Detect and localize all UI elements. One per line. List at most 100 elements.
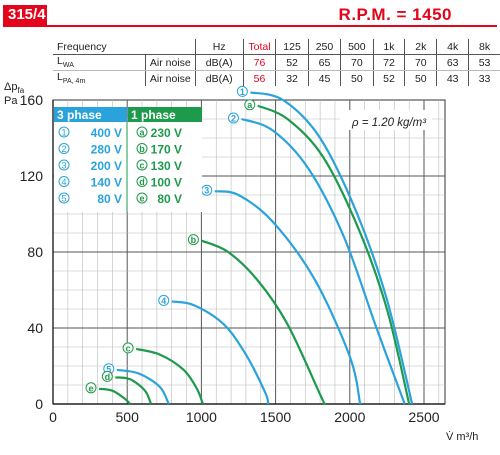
legend-marker-3 [58, 159, 70, 171]
col-250: 250 [307, 39, 341, 55]
noise-row-lwa: LWA Air noise dB(A) 76 52 65 70 72 70 63… [53, 54, 500, 71]
curve-marker-label: 3 [204, 186, 209, 196]
col-total: Total [242, 39, 276, 55]
x-axis-label: V̇ m³/h [446, 430, 478, 443]
legend-marker-5 [58, 192, 70, 204]
legend-marker-label: e [139, 194, 144, 204]
legend-voltage-1: 400 V [91, 126, 122, 140]
noise-table: Frequency Hz Total 125 250 500 1k 2k 4k … [53, 39, 500, 86]
curve-marker-c [122, 342, 134, 354]
row-value: 65 [307, 54, 341, 71]
legend-voltage-b: 170 V [151, 143, 182, 157]
curve-marker-b [187, 234, 199, 246]
row-value: 50 [404, 70, 437, 86]
curve-3 [214, 190, 362, 405]
curve-4 [171, 300, 270, 405]
legend-voltage-5: 80 V [97, 192, 122, 206]
row-total: 56 [242, 70, 276, 86]
legend-marker-label: c [139, 161, 144, 171]
curve-marker-label: a [247, 100, 253, 110]
row-value: 52 [275, 54, 309, 71]
legend-voltage-e: 80 V [157, 192, 182, 206]
legend-marker-b [136, 143, 148, 154]
col-1k: 1k [372, 39, 405, 55]
y-axis-label-sub: fa [17, 86, 24, 95]
legend-marker-a [136, 126, 148, 138]
y-axis-label: Δpfa [4, 81, 25, 95]
curve-e [98, 387, 131, 405]
rpm-label: R.P.M. = 1450 [338, 5, 452, 24]
col-125: 125 [275, 39, 309, 55]
legend-marker-c [136, 159, 148, 171]
legend-marker-label: 1 [61, 128, 66, 138]
header-divider [3, 25, 497, 27]
curve-5 [116, 368, 170, 405]
noise-table-header: Frequency Hz Total 125 250 500 1k 2k 4k … [53, 39, 500, 55]
legend-marker-label: d [139, 177, 145, 187]
y-axis-unit: Pa [4, 95, 18, 107]
curve-marker-4 [158, 294, 170, 306]
row-label-sub: PA, 4m [62, 78, 86, 86]
row-value: 50 [340, 70, 374, 86]
x-tick-label: 500 [116, 409, 140, 425]
row-value: 43 [436, 70, 469, 86]
x-tick-label: 1000 [186, 409, 217, 425]
legend-marker-label: 4 [61, 177, 66, 187]
row-value: 32 [275, 70, 309, 86]
row-desc: Air noise [144, 54, 196, 71]
y-tick-label: 120 [20, 168, 44, 184]
legend-marker-label: 3 [61, 161, 66, 171]
row-value: 70 [340, 54, 374, 71]
legend-marker-2 [58, 143, 70, 154]
curve-marker-e [85, 382, 97, 394]
row-label-main: L [57, 71, 63, 84]
row-total: 76 [242, 54, 276, 71]
row-label: LWA [53, 54, 146, 71]
row-value: 52 [372, 70, 405, 86]
y-tick-label: 160 [20, 92, 44, 108]
curve-marker-label: 5 [106, 364, 111, 374]
curve-a [257, 104, 411, 405]
curve-marker-label: e [88, 383, 93, 393]
curve-d [115, 376, 152, 405]
curve-marker-2 [227, 112, 239, 124]
legend-voltage-2: 280 V [91, 143, 122, 157]
legend-marker-1 [58, 126, 70, 138]
x-tick-label: 0 [49, 409, 57, 425]
col-2k: 2k [404, 39, 437, 55]
legend-3phase-title: 3 phase [57, 108, 102, 122]
row-label: LPA, 4m [53, 71, 145, 87]
x-tick-label: 2000 [334, 409, 365, 425]
curve-c [135, 347, 204, 405]
legend-body [54, 122, 202, 212]
row-value: 33 [468, 70, 500, 86]
curve-2 [241, 117, 406, 405]
legend-voltage-3: 200 V [91, 159, 122, 173]
row-desc: Air noise [144, 70, 196, 86]
col-frequency: Frequency [53, 39, 146, 55]
row-value: 53 [468, 54, 500, 71]
legend-voltage-c: 130 V [151, 159, 182, 173]
y-tick-label: 0 [35, 396, 43, 412]
row-value: 45 [307, 70, 341, 86]
legend-marker-d [136, 176, 148, 187]
row-unit: dB(A) [194, 70, 244, 86]
curve-1 [250, 91, 414, 405]
y-tick-label: 40 [27, 320, 43, 336]
model-badge: 315/4 [3, 5, 47, 25]
legend-voltage-a: 230 V [151, 126, 182, 140]
legend-marker-label: 2 [61, 144, 66, 154]
legend-voltage-4: 140 V [91, 176, 122, 190]
legend-voltage-d: 100 V [151, 176, 182, 190]
col-hz: Hz [194, 39, 244, 55]
legend-1phase-header [128, 107, 202, 122]
legend-1phase-title: 1 phase [131, 108, 176, 122]
x-tick-label: 2500 [408, 409, 439, 425]
curve-marker-label: 2 [231, 114, 236, 124]
legend-marker-e [136, 192, 148, 204]
curve-marker-d [101, 370, 113, 382]
legend-3phase-header [54, 107, 127, 122]
row-label-sub: WA [62, 62, 74, 70]
row-unit: dB(A) [194, 54, 244, 71]
